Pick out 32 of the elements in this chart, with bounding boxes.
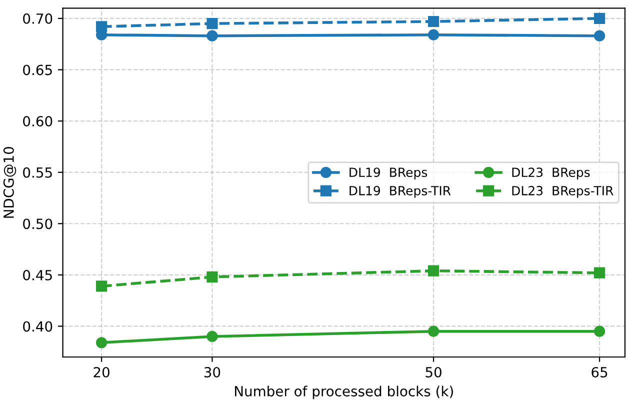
point (594, 267, 606, 278)
y-tick-label: 0.40 (23, 321, 52, 332)
x-tick-label: 30 (204, 366, 220, 378)
point (206, 18, 218, 30)
legend-label: DL19 BReps-TIR (350, 186, 451, 198)
x-tick-label: 65 (592, 366, 608, 378)
x-tick-label: 50 (426, 366, 442, 378)
point (428, 29, 440, 40)
point (594, 30, 606, 42)
y-tick-label: 0.65 (23, 64, 52, 76)
point (96, 21, 108, 32)
point (96, 280, 108, 292)
legend-label: DL23 BReps (512, 168, 590, 180)
point (428, 16, 440, 28)
point (428, 265, 440, 276)
y-tick-label: 0.50 (23, 218, 52, 230)
y-tick-label: 0.45 (23, 270, 52, 280)
point (96, 337, 108, 348)
y-tick-label: 0.55 (23, 167, 52, 178)
point (206, 330, 218, 342)
y-axis-title: NDCG@10 (3, 146, 16, 218)
point (206, 30, 218, 42)
legend-label: DL23 BReps-TIR (512, 186, 614, 198)
point (594, 326, 606, 337)
x-tick-label: 20 (94, 366, 110, 378)
legend-label: DL19 BReps (350, 168, 428, 180)
y-tick-label: 0.70 (23, 13, 52, 24)
point (206, 271, 218, 283)
point (594, 12, 606, 24)
point (428, 326, 440, 337)
x-axis-title: Number of processed blocks (k) (234, 386, 453, 400)
y-tick-label: 0.60 (23, 116, 52, 126)
